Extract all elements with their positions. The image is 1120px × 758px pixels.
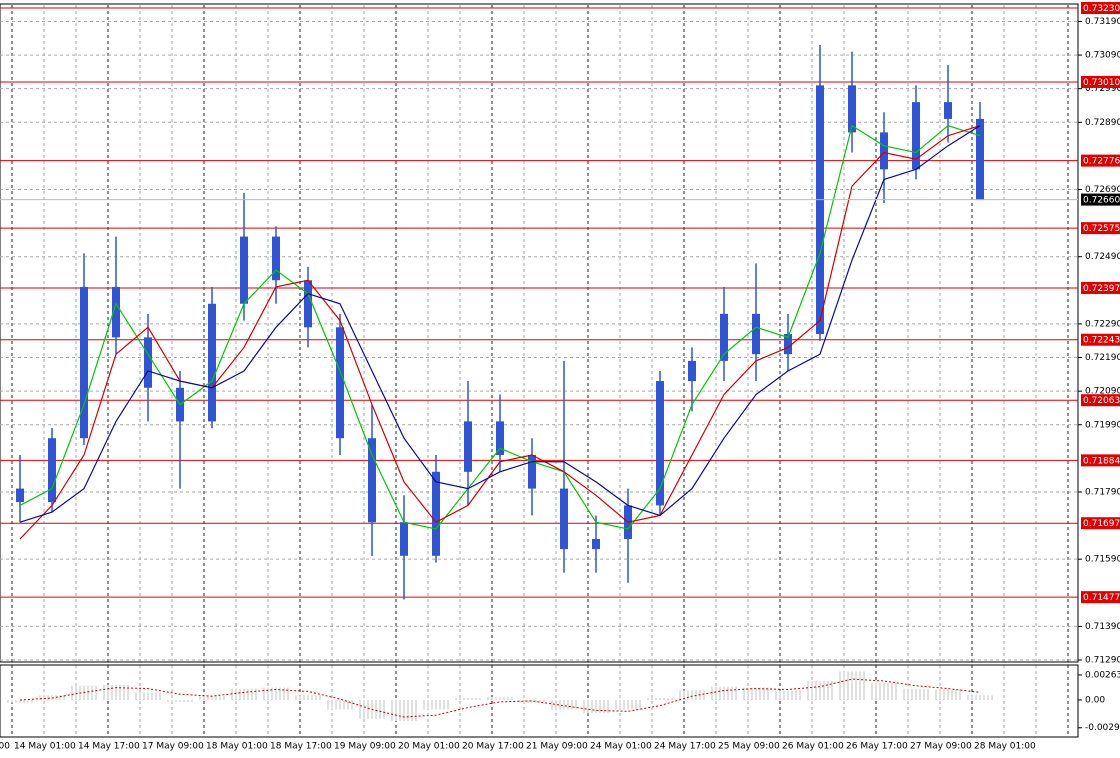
x-tick-label: 18 May 01:00	[206, 742, 268, 752]
x-tick-label: 20 May 01:00	[398, 742, 460, 752]
level-label: 0.72063	[1083, 396, 1120, 406]
y-tick-label: 0.72690	[1085, 185, 1120, 195]
candle-body	[400, 522, 408, 556]
level-label-box	[1081, 394, 1120, 407]
level-label-box	[1081, 333, 1120, 346]
level-label: 0.73230	[1083, 4, 1120, 14]
x-tick-label: 14 May 17:00	[78, 742, 140, 752]
candle-body	[336, 327, 344, 439]
y-tick-label: 0.72890	[1085, 118, 1120, 128]
candle-body	[304, 280, 312, 328]
x-tick-label: 24 May 17:00	[654, 742, 716, 752]
x-tick-label: 14 May 01:00	[14, 742, 76, 752]
main-frame	[0, 3, 1079, 663]
level-label-box	[1081, 281, 1120, 294]
candle-body	[720, 313, 728, 361]
y-tick-label: 0.71990	[1085, 420, 1120, 430]
level-label: 0.71884	[1083, 456, 1120, 466]
y-tick-label: 0.71590	[1085, 555, 1120, 565]
y-tick-label: 0.71790	[1085, 487, 1120, 497]
x-tick-label: 26 May 01:00	[782, 742, 844, 752]
x-tick-label: 18 May 17:00	[270, 742, 332, 752]
x-tick-label: 17 May 09:00	[142, 742, 204, 752]
level-label-box	[1081, 154, 1120, 167]
candle-body	[688, 360, 696, 382]
y-tick-label: 0.72490	[1085, 252, 1120, 262]
x-tick-label: 20 May 17:00	[462, 742, 524, 752]
candle-body	[528, 454, 536, 489]
level-label-box	[1081, 591, 1120, 604]
level-label: 0.72397	[1083, 284, 1120, 294]
x-tick-label: 26 May 17:00	[846, 742, 908, 752]
candle-body	[592, 539, 600, 550]
y-tick-label: 0.71390	[1085, 622, 1120, 632]
x-tick-label: 28 May 01:00	[974, 742, 1036, 752]
candle-body	[784, 334, 792, 355]
y-tick-label: 0.72990	[1085, 84, 1120, 94]
osc-tick-label: 0.002636	[1085, 670, 1120, 680]
candle-body	[272, 236, 280, 281]
candle-body	[944, 102, 952, 119]
candle-body	[208, 303, 216, 422]
candle-body	[16, 488, 24, 503]
level-label-box	[1081, 75, 1120, 88]
x-tick-label: 00	[0, 742, 10, 752]
x-tick-label: 27 May 09:00	[910, 742, 972, 752]
level-label: 0.72776	[1083, 157, 1120, 167]
level-label: 0.72575	[1083, 224, 1120, 234]
candle-body	[656, 381, 664, 506]
x-tick-label: 25 May 09:00	[718, 742, 780, 752]
candle-body	[816, 85, 824, 335]
osc-tick-label: 0.00	[1085, 695, 1105, 705]
candle-body	[752, 313, 760, 355]
candle-body	[496, 421, 504, 455]
candle-body	[368, 438, 376, 523]
x-tick-label: 19 May 09:00	[334, 742, 396, 752]
candle-body	[48, 438, 56, 503]
x-tick-label: 21 May 09:00	[526, 742, 588, 752]
vertical-grid	[11, 5, 1069, 737]
moving-average	[19, 124, 981, 530]
osc-tick-label: -0.00293	[1085, 723, 1120, 733]
candle-body	[144, 337, 152, 388]
y-tick-label: 0.73190	[1085, 17, 1120, 27]
osc-signal	[19, 678, 981, 718]
level-label-box	[1081, 2, 1120, 15]
moving-average	[19, 125, 981, 523]
x-tick-label: 24 May 01:00	[590, 742, 652, 752]
candle-body	[464, 421, 472, 472]
level-label-box	[1081, 454, 1120, 467]
candle-body	[112, 286, 120, 338]
candle-body	[240, 236, 248, 304]
candle-body	[560, 488, 568, 550]
y-tick-label: 0.73090	[1085, 51, 1120, 61]
level-label: 0.72243	[1083, 336, 1120, 346]
y-tick-label: 0.72090	[1085, 387, 1120, 397]
candle-body	[880, 132, 888, 170]
y-tick-label: 0.72290	[1085, 319, 1120, 329]
y-tick-label: 0.71290	[1085, 656, 1120, 666]
candle-body	[848, 85, 856, 133]
level-label: 0.71477	[1083, 593, 1120, 603]
level-label-box	[1081, 517, 1120, 530]
oscillator-frame	[0, 664, 1079, 738]
candle-body	[976, 118, 984, 200]
current-price-box	[1081, 193, 1120, 206]
y-tick-label: 0.72190	[1085, 353, 1120, 363]
level-label-box	[1081, 222, 1120, 235]
candle-body	[912, 102, 920, 170]
candle-body	[432, 471, 440, 556]
level-label: 0.71697	[1083, 519, 1120, 529]
current-price-label: 0.72660	[1083, 196, 1120, 206]
candle-body	[80, 286, 88, 439]
level-label: 0.73010	[1083, 78, 1120, 88]
